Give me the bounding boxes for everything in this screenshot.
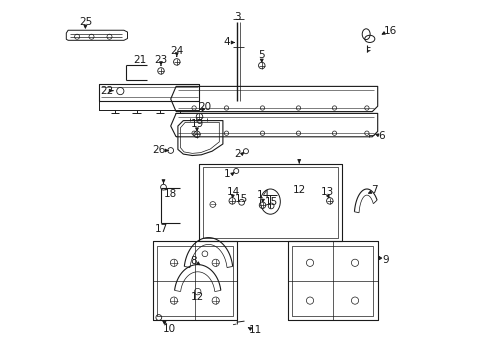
- Text: 21: 21: [133, 55, 146, 66]
- Text: 22: 22: [100, 86, 113, 96]
- Text: 17: 17: [154, 224, 167, 234]
- Text: 15: 15: [264, 197, 277, 207]
- Text: 3: 3: [234, 12, 240, 22]
- Text: 25: 25: [79, 17, 92, 27]
- Text: 6: 6: [378, 131, 385, 141]
- Text: 8: 8: [190, 256, 196, 266]
- Text: 1: 1: [224, 169, 230, 179]
- Text: 10: 10: [162, 324, 175, 334]
- Text: 7: 7: [371, 185, 377, 195]
- Text: 12: 12: [191, 292, 204, 302]
- Text: 20: 20: [198, 102, 211, 112]
- Text: 9: 9: [382, 255, 388, 265]
- Text: 14: 14: [256, 190, 269, 200]
- Text: 14: 14: [226, 186, 239, 197]
- Text: 23: 23: [154, 55, 167, 65]
- Text: 2: 2: [234, 149, 240, 159]
- Text: 16: 16: [383, 26, 396, 36]
- Text: 4: 4: [223, 37, 229, 48]
- Text: 24: 24: [170, 46, 183, 56]
- Text: 13: 13: [320, 186, 333, 197]
- Text: 19: 19: [190, 119, 203, 129]
- Text: 5: 5: [258, 50, 264, 60]
- Text: 12: 12: [292, 185, 305, 195]
- Text: 15: 15: [235, 194, 248, 204]
- Text: 26: 26: [152, 145, 165, 156]
- Text: 11: 11: [248, 325, 262, 336]
- Text: 18: 18: [164, 189, 177, 199]
